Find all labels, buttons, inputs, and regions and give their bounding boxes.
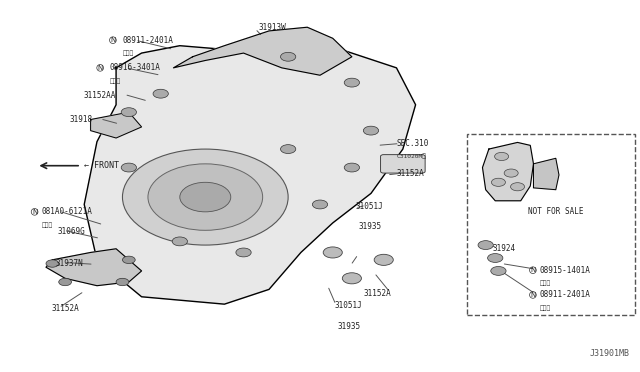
Text: 31051J: 31051J — [335, 301, 362, 311]
Circle shape — [148, 164, 262, 230]
Text: C31020M①: C31020M① — [396, 154, 426, 159]
Text: 08915-1401A: 08915-1401A — [540, 266, 591, 275]
Circle shape — [344, 78, 360, 87]
Text: 081A0-6121A: 081A0-6121A — [42, 207, 92, 217]
Polygon shape — [91, 112, 141, 138]
Circle shape — [342, 273, 362, 284]
Bar — [467, 134, 636, 315]
Circle shape — [492, 178, 506, 186]
Circle shape — [46, 260, 59, 267]
Circle shape — [344, 163, 360, 172]
Text: 31152A: 31152A — [51, 304, 79, 313]
Text: N: N — [110, 37, 116, 43]
Text: 31913W: 31913W — [259, 23, 286, 32]
Text: 31069G: 31069G — [58, 227, 85, 235]
Circle shape — [488, 254, 503, 262]
Text: ← FRONT: ← FRONT — [84, 161, 119, 170]
Text: 31924: 31924 — [492, 244, 515, 253]
Circle shape — [59, 278, 72, 286]
Text: NOT FOR SALE: NOT FOR SALE — [528, 207, 584, 217]
Polygon shape — [534, 158, 559, 190]
Circle shape — [116, 278, 129, 286]
Circle shape — [323, 247, 342, 258]
Circle shape — [374, 254, 394, 265]
FancyBboxPatch shape — [381, 155, 425, 173]
Circle shape — [280, 52, 296, 61]
Circle shape — [122, 149, 288, 245]
Text: 31152AA: 31152AA — [84, 91, 116, 100]
Text: 31152A: 31152A — [396, 169, 424, 177]
Text: 31935: 31935 — [337, 322, 360, 331]
Text: N: N — [531, 292, 536, 298]
Text: 31935: 31935 — [358, 222, 381, 231]
Text: 31152A: 31152A — [364, 289, 391, 298]
Circle shape — [478, 241, 493, 250]
Circle shape — [180, 182, 231, 212]
Circle shape — [364, 126, 379, 135]
Circle shape — [122, 256, 135, 263]
Circle shape — [504, 169, 518, 177]
Text: （１）: （１） — [540, 280, 551, 286]
Text: 31051J: 31051J — [356, 202, 383, 211]
Text: 31918: 31918 — [70, 115, 93, 124]
Text: N: N — [531, 267, 536, 273]
Text: N: N — [32, 209, 37, 215]
Text: 08916-3401A: 08916-3401A — [109, 63, 161, 72]
Polygon shape — [46, 249, 141, 286]
Polygon shape — [173, 27, 352, 75]
Polygon shape — [84, 38, 415, 304]
Circle shape — [153, 89, 168, 98]
Circle shape — [236, 248, 251, 257]
Circle shape — [280, 145, 296, 154]
Circle shape — [172, 237, 188, 246]
Text: 08911-2401A: 08911-2401A — [540, 291, 591, 299]
Circle shape — [495, 153, 509, 161]
Text: （１）: （１） — [122, 50, 134, 56]
Polygon shape — [483, 142, 534, 201]
Text: （１）: （１） — [42, 222, 52, 228]
Text: （１）: （１） — [540, 305, 551, 311]
Text: （１）: （１） — [109, 78, 121, 84]
Text: J31901MB: J31901MB — [589, 350, 629, 359]
Text: 31937N: 31937N — [56, 259, 83, 268]
Text: 08911-2401A: 08911-2401A — [122, 36, 173, 45]
Circle shape — [511, 183, 525, 191]
Circle shape — [121, 163, 136, 172]
Circle shape — [491, 266, 506, 275]
Circle shape — [312, 200, 328, 209]
Circle shape — [121, 108, 136, 116]
Text: SEC.310: SEC.310 — [396, 139, 429, 148]
Text: N: N — [97, 65, 103, 71]
